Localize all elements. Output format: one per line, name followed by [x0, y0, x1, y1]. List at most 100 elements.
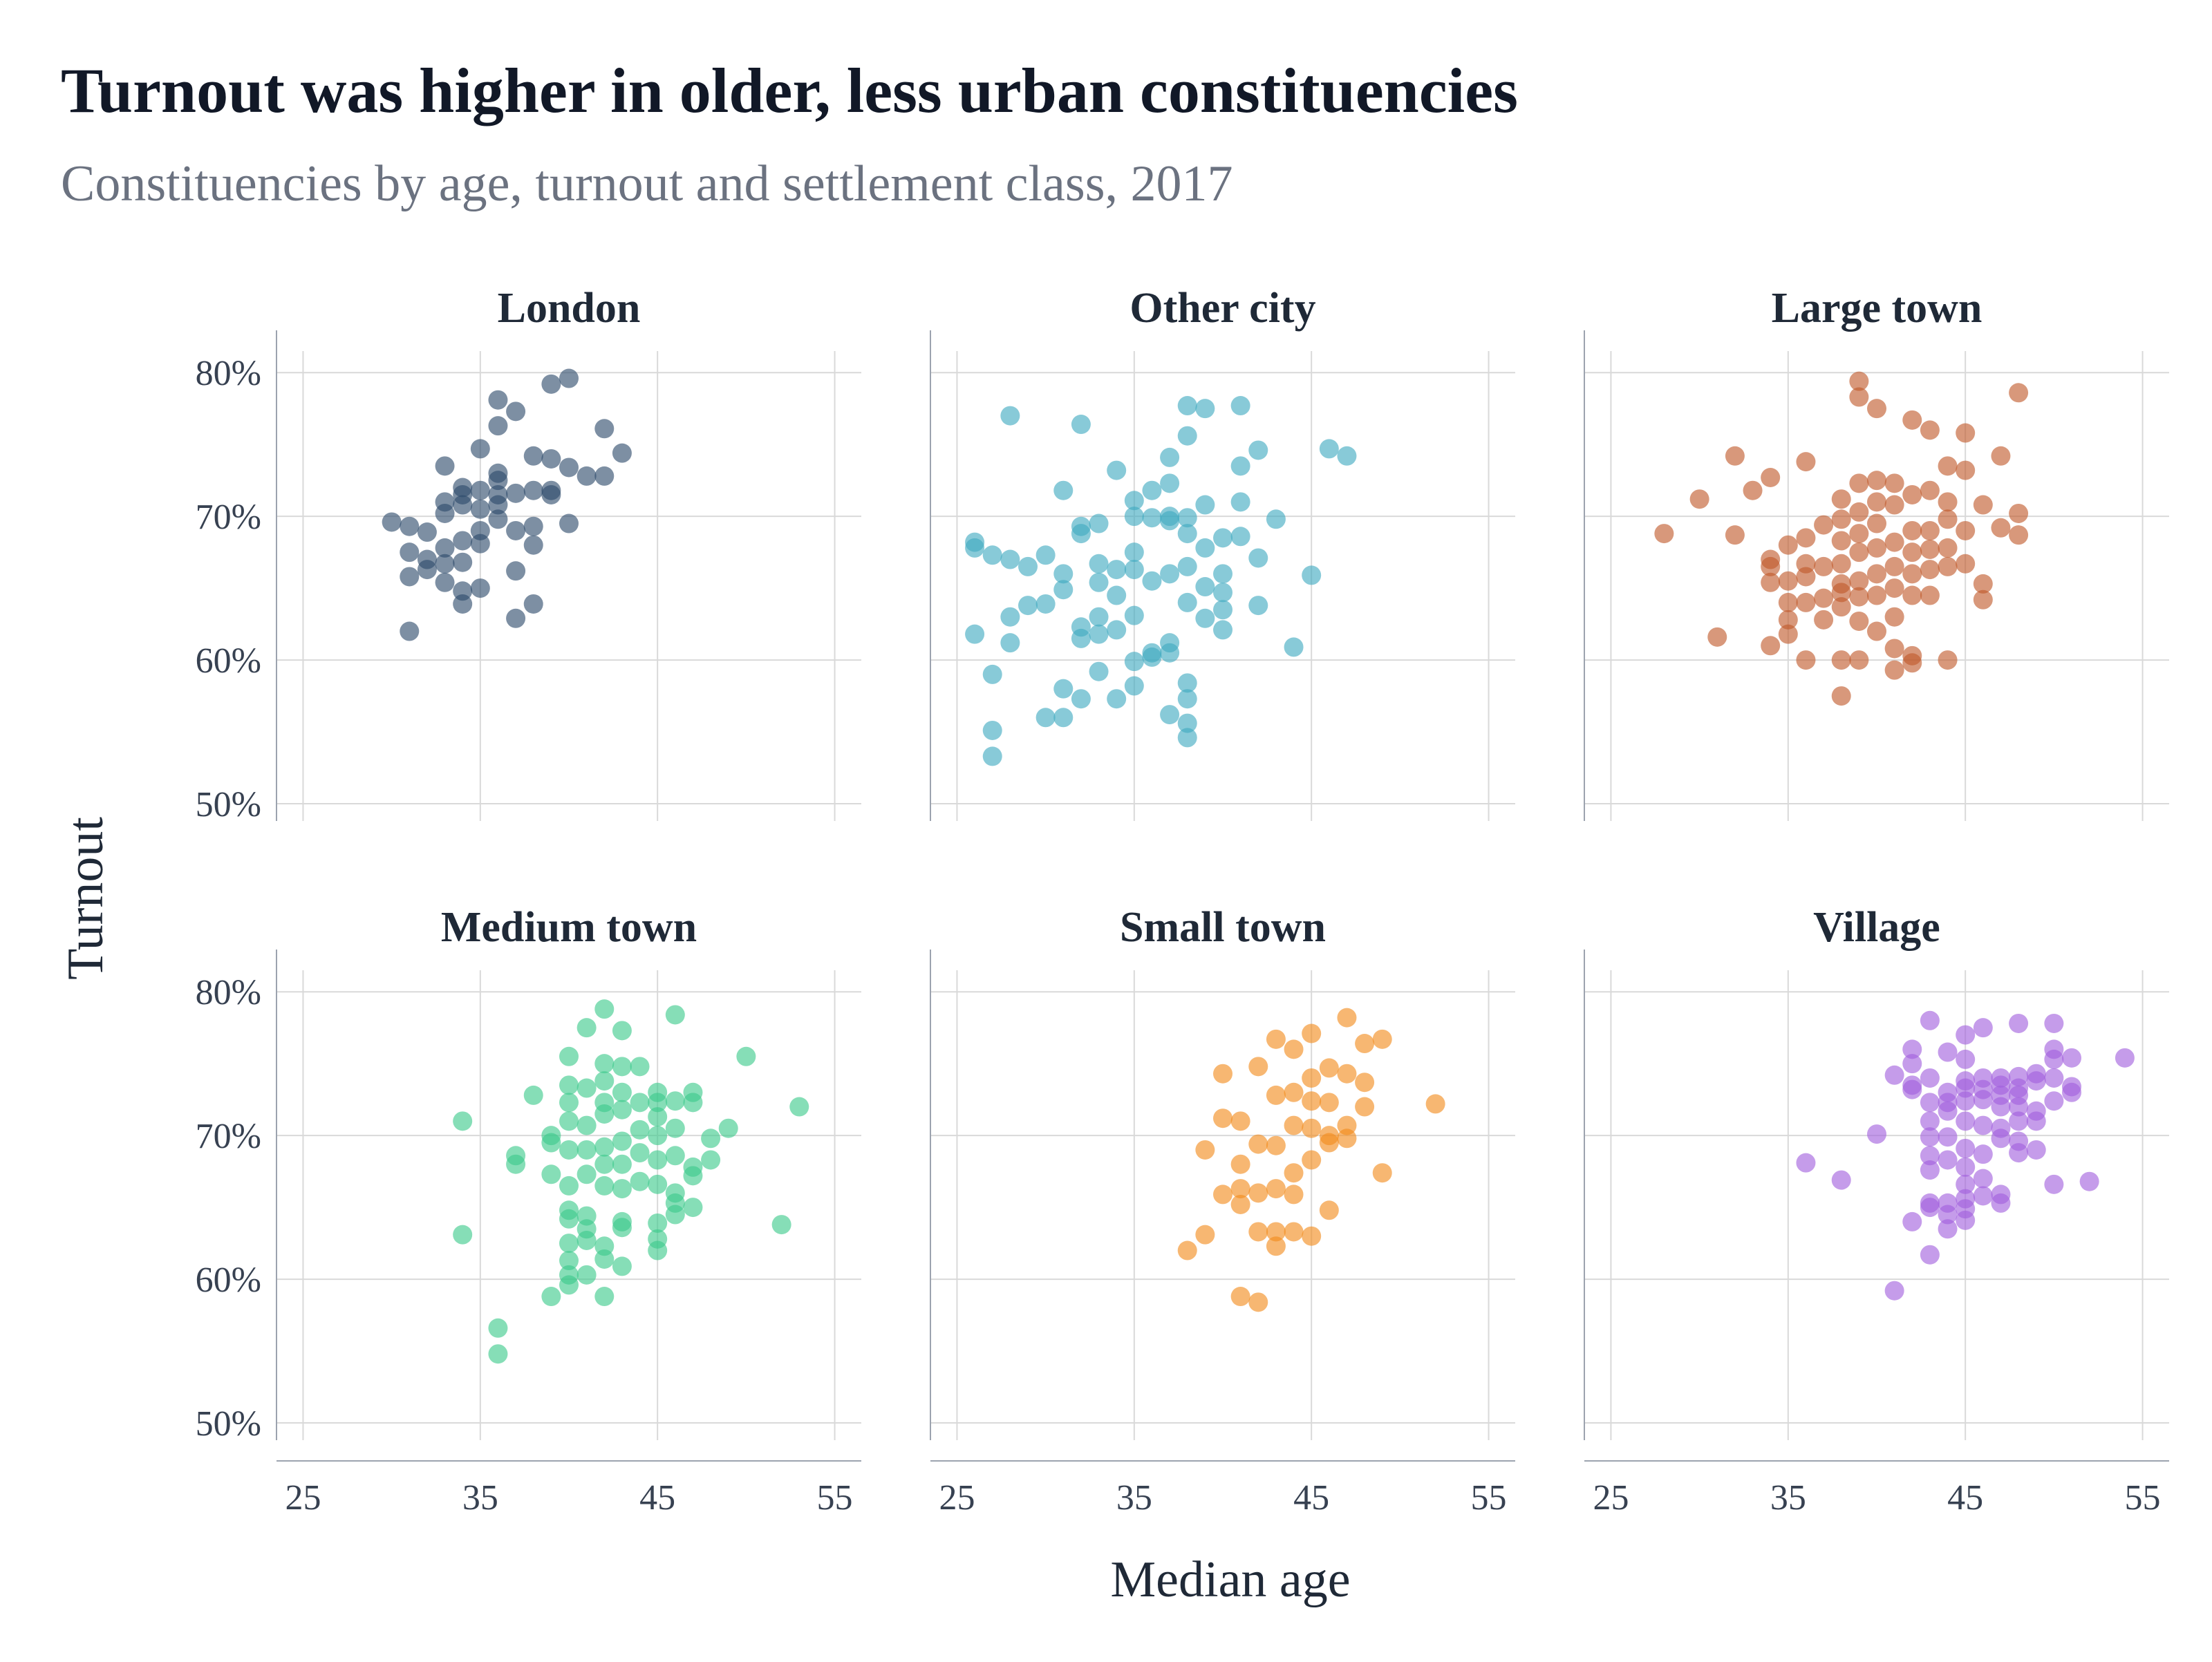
scatter-point	[701, 1150, 721, 1170]
scatter-point	[1053, 564, 1074, 584]
scatter-point	[1867, 399, 1886, 419]
scatter-point	[541, 484, 561, 504]
scatter-point	[648, 1240, 668, 1260]
scatter-point	[1319, 439, 1339, 459]
scatter-point	[1867, 538, 1886, 558]
scatter-point	[1814, 610, 1834, 630]
scatter-point	[1319, 1200, 1339, 1220]
scatter-point	[1177, 426, 1197, 446]
scatter-point	[1248, 548, 1268, 568]
scatter-point	[1920, 1146, 1940, 1166]
scatter-point	[1956, 423, 1976, 443]
scatter-point	[1177, 713, 1197, 733]
scatter-point	[1071, 628, 1091, 648]
scatter-point	[577, 1140, 597, 1160]
scatter-point	[488, 471, 508, 491]
scatter-point	[1920, 480, 1940, 500]
scatter-point	[1938, 1101, 1958, 1121]
scatter-point	[1884, 1065, 1904, 1085]
scatter-point	[1177, 689, 1197, 709]
scatter-point	[1920, 520, 1940, 540]
scatter-point	[594, 419, 615, 439]
scatter-point	[488, 416, 508, 436]
scatter-point	[400, 621, 420, 641]
scatter-point	[1831, 597, 1851, 617]
scatter-point	[1973, 1090, 1993, 1110]
scatter-point	[1884, 660, 1904, 680]
scatter-point	[1920, 1093, 1940, 1113]
scatter-point	[2026, 1071, 2046, 1091]
scatter-point	[1319, 1093, 1339, 1113]
scatter-point	[1177, 524, 1197, 544]
scatter-point	[1973, 1169, 1993, 1189]
scatter-point	[506, 402, 526, 422]
scatter-point	[559, 457, 579, 478]
scatter-point	[2062, 1082, 2081, 1102]
scatter-point	[541, 1164, 561, 1184]
scatter-point	[1689, 489, 1709, 509]
scatter-point	[1761, 556, 1781, 576]
scatter-point	[1920, 1010, 1940, 1030]
chart-title: Turnout was higher in older, less urban …	[61, 55, 1518, 126]
facet-panel: Large town	[1584, 285, 2169, 821]
scatter-point	[1248, 1057, 1268, 1077]
scatter-point	[1230, 1194, 1250, 1214]
scatter-point	[559, 1075, 579, 1095]
scatter-point	[1284, 637, 1304, 657]
scatter-point	[1107, 689, 1127, 709]
x-tick-label: 35	[1116, 1478, 1152, 1518]
scatter-point	[1973, 1186, 1993, 1206]
scatter-point	[594, 1137, 615, 1157]
scatter-point	[559, 1046, 579, 1066]
scatter-point	[2009, 1111, 2029, 1131]
scatter-point	[648, 1150, 668, 1170]
scatter-point	[1920, 585, 1940, 605]
scatter-point	[1849, 587, 1869, 607]
scatter-point	[2044, 1013, 2064, 1033]
scatter-point	[1956, 1049, 1976, 1069]
scatter-point	[1938, 1150, 1958, 1170]
x-tick-label: 45	[639, 1478, 675, 1518]
scatter-point	[541, 1133, 561, 1153]
scatter-point	[1707, 627, 1727, 647]
scatter-point	[559, 1251, 579, 1271]
scatter-point	[1973, 1115, 1993, 1135]
scatter-point	[1177, 673, 1197, 693]
scatter-point	[1938, 492, 1958, 512]
scatter-point	[1071, 415, 1091, 435]
scatter-point	[523, 594, 543, 614]
scatter-point	[701, 1129, 721, 1149]
scatter-point	[1956, 554, 1976, 574]
scatter-point	[1230, 1111, 1250, 1131]
scatter-point	[1849, 524, 1869, 544]
facet-title: Small town	[1120, 904, 1326, 951]
scatter-point	[1831, 554, 1851, 574]
scatter-point	[2009, 1097, 2029, 1117]
scatter-point	[648, 1213, 668, 1233]
scatter-point	[1991, 1097, 2011, 1117]
scatter-point	[1831, 509, 1851, 529]
scatter-point	[1920, 1068, 1940, 1088]
scatter-point	[541, 448, 561, 469]
scatter-point	[1302, 1150, 1322, 1170]
scatter-point	[1831, 489, 1851, 509]
scatter-point	[453, 1225, 473, 1245]
facet-title: London	[498, 285, 641, 332]
scatter-point	[718, 1118, 738, 1138]
scatter-point	[683, 1166, 703, 1186]
scatter-point	[1956, 1025, 1976, 1045]
scatter-point	[612, 1021, 632, 1041]
scatter-point	[982, 664, 1002, 684]
scatter-point	[435, 503, 455, 523]
y-tick-label: 80%	[196, 973, 261, 1012]
scatter-point	[1018, 596, 1038, 616]
scatter-point	[1884, 639, 1904, 659]
scatter-point	[559, 1275, 579, 1295]
scatter-point	[2115, 1048, 2135, 1068]
scatter-point	[559, 513, 579, 533]
scatter-point	[506, 483, 526, 503]
x-tick-label: 45	[1293, 1478, 1329, 1518]
scatter-point	[594, 1175, 615, 1196]
scatter-point	[2044, 1174, 2064, 1194]
scatter-point	[453, 495, 473, 515]
